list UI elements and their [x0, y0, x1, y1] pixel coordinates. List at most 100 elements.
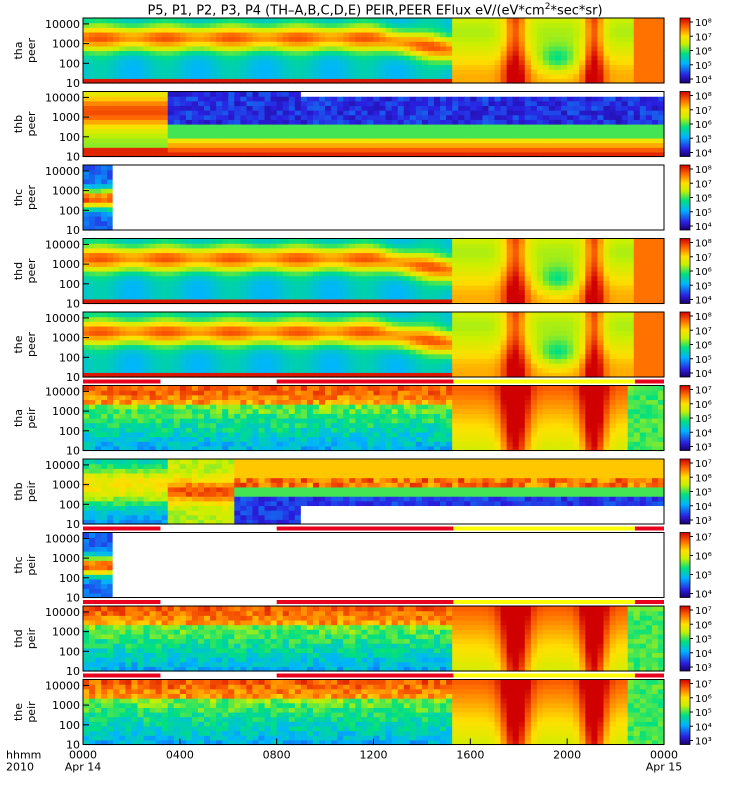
heat-cell: [325, 142, 332, 148]
heat-cell: [294, 261, 302, 267]
heat-cell: [434, 266, 441, 272]
heat-cell: [361, 45, 369, 52]
heat-cell: [488, 266, 496, 272]
heat-cell: [657, 275, 665, 281]
heat-cell: [246, 353, 254, 360]
heat-cell: [567, 238, 574, 244]
heat-cell: [403, 78, 411, 84]
heat-cell: [373, 151, 381, 158]
heat-cell: [349, 372, 356, 378]
heat-cell: [452, 78, 459, 84]
heat-cell: [373, 344, 381, 350]
heat-cell: [264, 363, 272, 369]
heat-cell: [179, 96, 187, 102]
heat-cell: [222, 243, 229, 249]
heat-cell: [434, 243, 441, 249]
heat-cell: [555, 100, 562, 107]
heat-cell: [252, 344, 260, 350]
heat-cell: [434, 50, 441, 56]
heat-cell: [89, 220, 96, 226]
heat-cell: [276, 312, 284, 318]
heat-cell: [536, 257, 544, 263]
heat-cell: [591, 294, 599, 300]
heat-cell: [464, 91, 471, 97]
heat-cell: [397, 344, 405, 350]
heat-cell: [155, 91, 163, 97]
heat-cell: [512, 261, 520, 267]
heat-cell: [276, 275, 284, 281]
heat-cell: [191, 147, 199, 153]
heat-cell: [83, 216, 90, 222]
heat-cell: [252, 321, 260, 327]
heat-cell: [403, 45, 411, 52]
heat-cell: [567, 124, 574, 130]
heat-cell: [585, 69, 592, 75]
heat-cell: [222, 31, 229, 38]
heat-cell: [89, 183, 96, 189]
heat-cell: [397, 147, 405, 153]
heat-cell: [573, 119, 580, 125]
heat-cell: [367, 344, 375, 350]
heat-cell: [149, 367, 157, 373]
heat-cell: [137, 363, 145, 369]
heat-cell: [621, 96, 629, 102]
heat-cell: [343, 124, 350, 130]
heat-cell: [325, 41, 332, 47]
heat-cell: [179, 142, 187, 148]
heat-cell: [83, 257, 90, 263]
heat-cell: [470, 275, 477, 281]
heat-cell: [234, 344, 241, 350]
heat-cell: [179, 243, 187, 249]
heat-cell: [573, 261, 580, 267]
heat-cell: [518, 294, 526, 300]
heat-cell: [561, 105, 568, 111]
heat-cell: [379, 372, 387, 378]
heat-cell: [216, 294, 223, 300]
heat-cell: [149, 41, 157, 47]
heat-cell: [518, 105, 526, 111]
heat-cell: [603, 91, 611, 97]
heat-cell: [512, 114, 520, 120]
heat-cell: [355, 247, 362, 254]
heat-cell: [349, 78, 356, 84]
heat-cell: [173, 55, 181, 61]
heat-cell: [258, 257, 266, 263]
heat-cell: [185, 294, 193, 300]
heat-cell: [373, 330, 381, 336]
heat-cell: [149, 22, 157, 28]
heat-cell: [95, 27, 102, 33]
heat-cell: [421, 271, 429, 277]
heat-cell: [476, 284, 484, 291]
heat-cell: [101, 316, 108, 322]
heat-cell: [639, 280, 647, 286]
heat-cell: [89, 119, 96, 125]
heat-cell: [252, 363, 260, 369]
heat-cell: [331, 105, 338, 111]
heat-cell: [204, 73, 211, 79]
heat-cell: [561, 110, 568, 116]
heat-cell: [349, 55, 356, 61]
heat-cell: [536, 280, 544, 286]
heat-cell: [83, 321, 90, 327]
heat-cell: [506, 128, 514, 134]
heat-cell: [367, 119, 375, 125]
heat-cell: [204, 321, 211, 327]
heat-cell: [89, 18, 96, 24]
heat-cell: [167, 110, 175, 116]
heat-cell: [300, 312, 308, 318]
heat-cell: [294, 100, 302, 107]
heat-cell: [343, 78, 350, 84]
heat-cell: [312, 289, 320, 295]
heat-cell: [379, 284, 387, 291]
heat-cell: [367, 27, 375, 33]
heat-cell: [361, 78, 369, 84]
heat-cell: [627, 119, 635, 125]
heat-cell: [312, 312, 320, 318]
heat-cell: [204, 330, 211, 336]
heat-cell: [494, 69, 502, 75]
heat-cell: [427, 59, 435, 66]
heat-cell: [204, 367, 211, 373]
heat-cell: [125, 36, 133, 42]
heat-cell: [403, 105, 411, 111]
heat-cell: [185, 325, 193, 332]
